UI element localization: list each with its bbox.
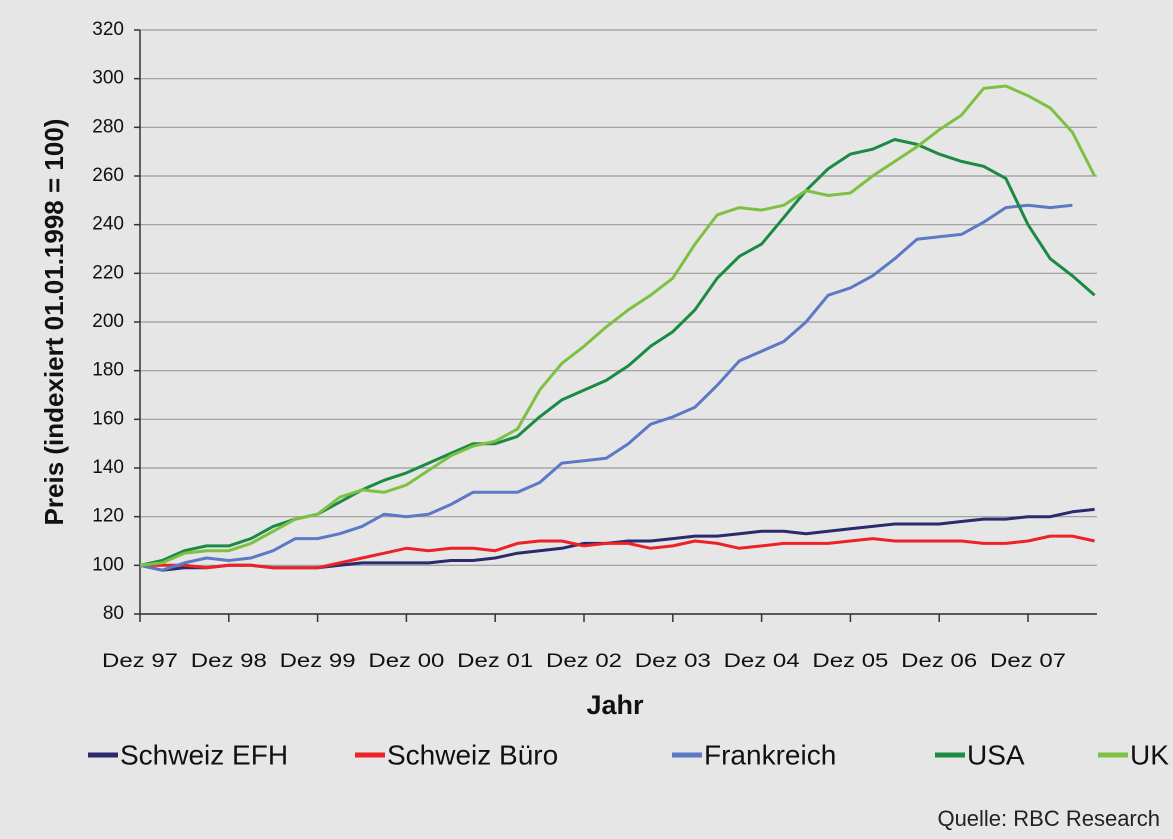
x-tick-label: Dez 00 xyxy=(368,651,444,672)
x-tick-label: Dez 97 xyxy=(102,651,178,672)
y-tick-label: 280 xyxy=(92,116,124,137)
legend-label: Schweiz Büro xyxy=(387,739,558,770)
series-line xyxy=(139,84,1096,567)
y-axis-label: Preis (indexiert 01.01.1998 = 100) xyxy=(39,119,69,526)
x-tick-label: Dez 04 xyxy=(724,651,801,672)
y-tick-label: 120 xyxy=(92,506,124,527)
x-tick-label: Dez 98 xyxy=(191,651,267,672)
legend-label: USA xyxy=(967,739,1025,770)
legend-label: Schweiz EFH xyxy=(120,739,288,770)
y-tick-label: 180 xyxy=(92,360,124,381)
y-tick-label: 320 xyxy=(92,19,124,40)
y-tick-label: 260 xyxy=(92,165,124,186)
x-axis-label: Jahr xyxy=(586,690,644,720)
x-tick-label: Dez 06 xyxy=(901,651,977,672)
y-tick-label: 200 xyxy=(92,311,124,332)
y-tick-label: 80 xyxy=(103,603,124,624)
series-line xyxy=(139,138,1096,567)
series-line xyxy=(139,203,1073,572)
x-tick-label: Dez 03 xyxy=(635,651,711,672)
y-tick-label: 240 xyxy=(92,214,124,235)
x-tick-label: Dez 99 xyxy=(280,651,356,672)
y-tick-label: 160 xyxy=(92,408,124,429)
y-tick-label: 100 xyxy=(92,554,124,575)
x-tick-label: Dez 01 xyxy=(457,651,533,672)
series-line xyxy=(140,534,1095,570)
x-tick-label: Dez 05 xyxy=(812,651,888,672)
legend-label: Frankreich xyxy=(704,739,836,770)
y-tick-label: 220 xyxy=(92,262,124,283)
y-tick-label: 140 xyxy=(92,457,124,478)
y-tick-label: 300 xyxy=(92,68,124,89)
x-tick-label: Dez 02 xyxy=(546,651,622,672)
x-tick-label: Dez 07 xyxy=(990,651,1066,672)
legend-label: UK xyxy=(1130,739,1169,770)
source-note: Quelle: RBC Research xyxy=(937,806,1160,831)
